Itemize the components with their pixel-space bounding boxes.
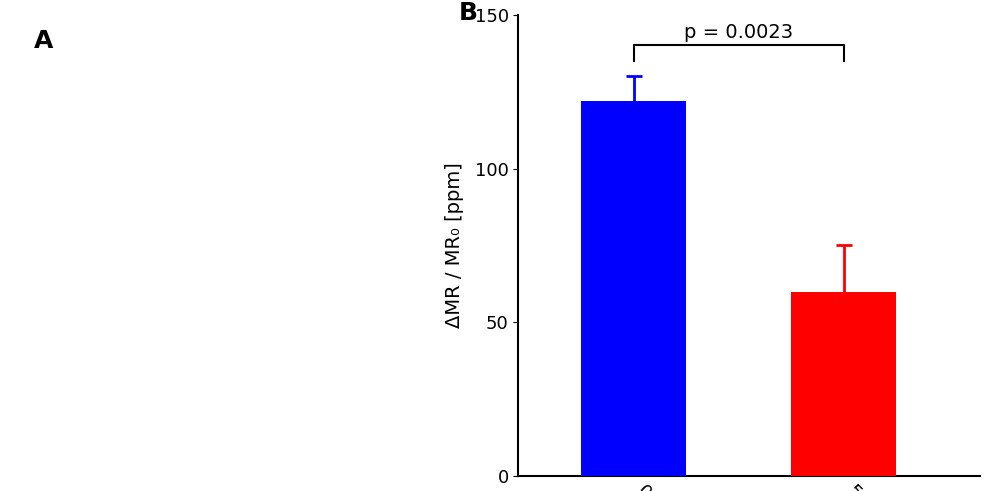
Y-axis label: ΔMR / MR₀ [ppm]: ΔMR / MR₀ [ppm]: [445, 163, 464, 328]
Text: A: A: [34, 28, 53, 53]
Bar: [581, 101, 686, 476]
Text: p = 0.0023: p = 0.0023: [684, 24, 793, 42]
Text: B: B: [458, 1, 477, 25]
Bar: [791, 292, 896, 476]
